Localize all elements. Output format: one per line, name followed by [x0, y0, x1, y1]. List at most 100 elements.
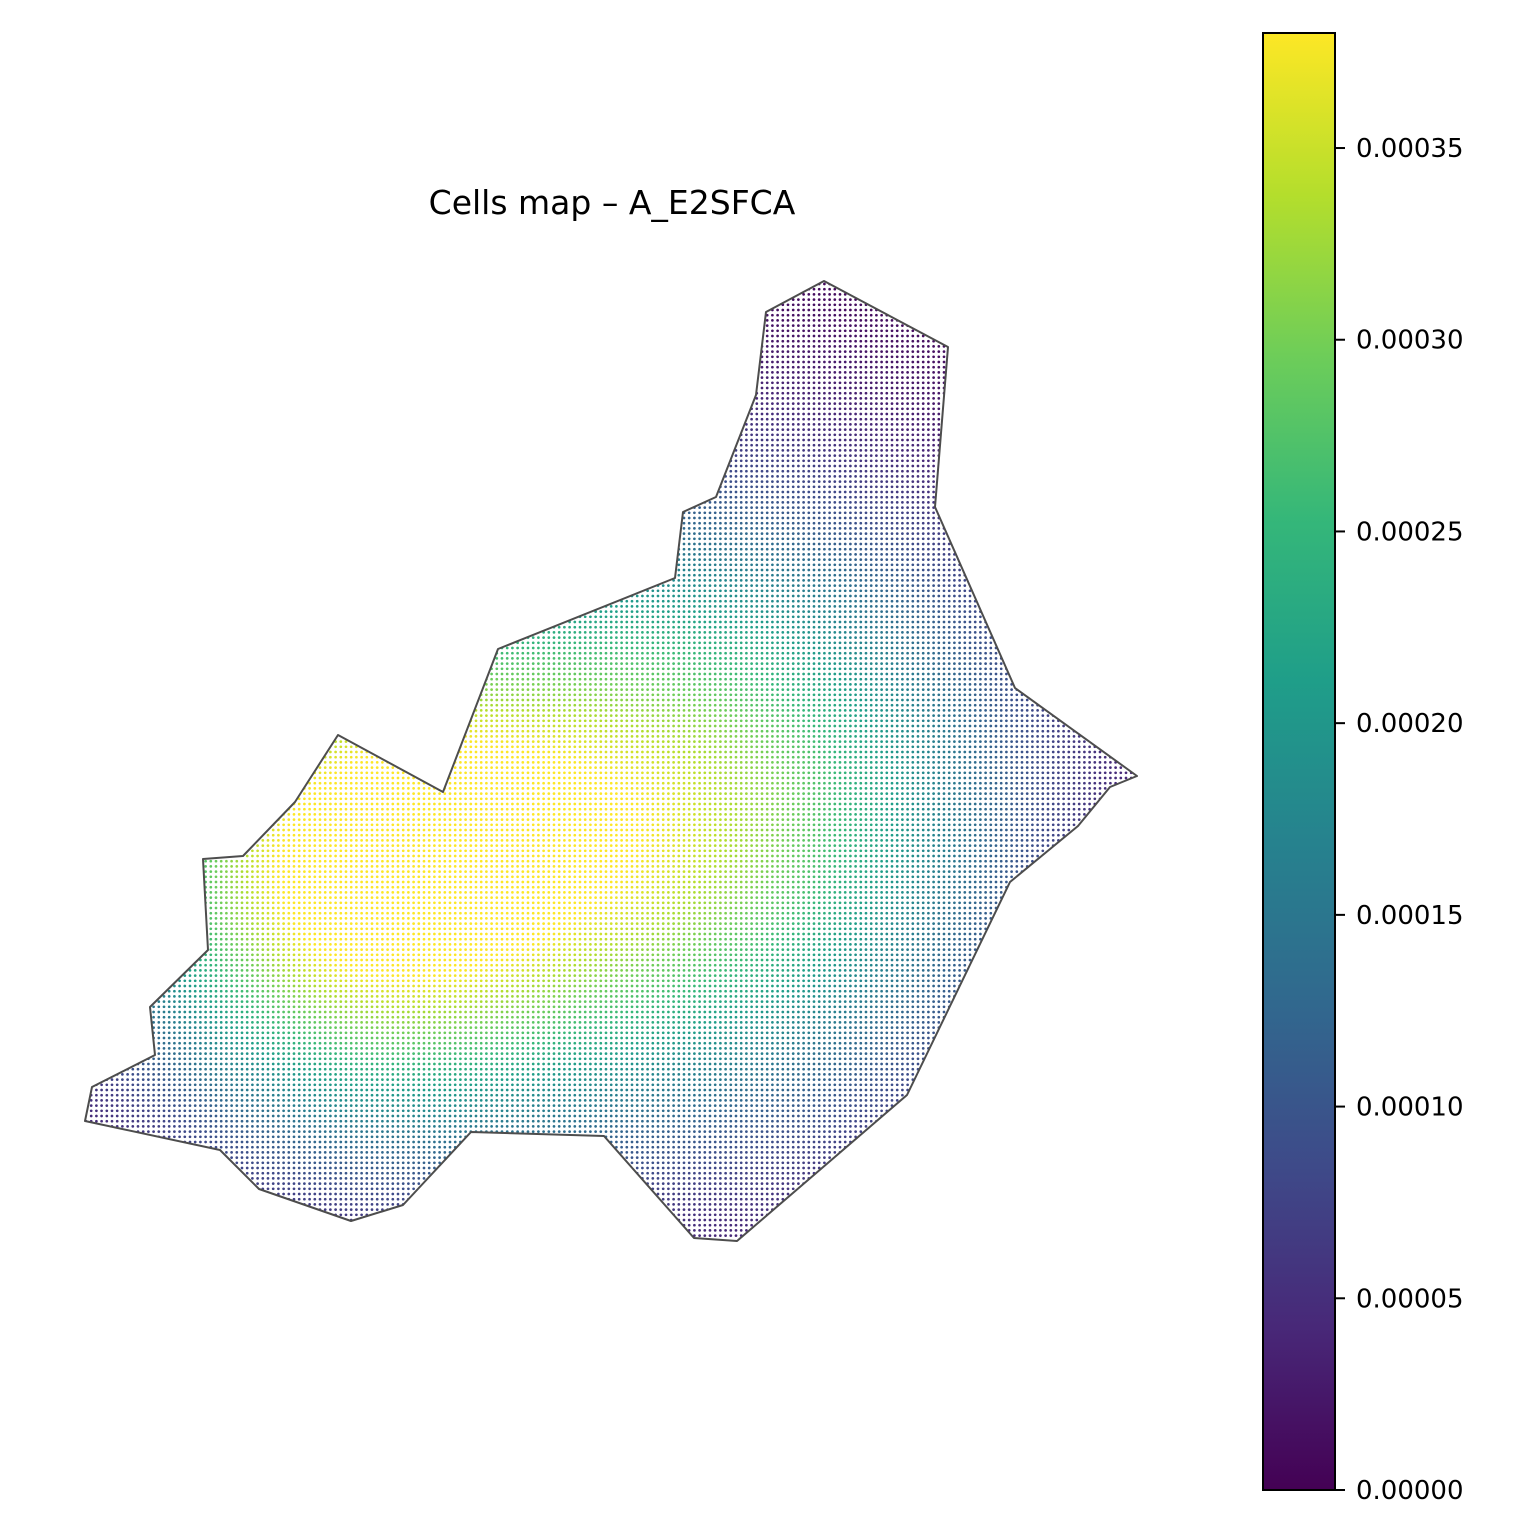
cell [937, 553, 941, 556]
cell [786, 365, 790, 369]
cell [661, 641, 665, 645]
cell [776, 646, 779, 650]
cell [713, 573, 717, 577]
cell [921, 667, 925, 671]
cell [693, 532, 696, 535]
cell [713, 568, 717, 572]
cell [646, 729, 649, 733]
cell [661, 698, 665, 702]
cell [875, 527, 878, 530]
cell [594, 693, 597, 697]
cell [646, 714, 649, 717]
cell [609, 672, 613, 676]
cell [864, 480, 868, 483]
cell [1020, 703, 1024, 707]
cell [921, 542, 925, 546]
cell [734, 688, 738, 691]
cell [937, 527, 941, 530]
cell [557, 672, 561, 676]
cell [1010, 729, 1013, 733]
cell [521, 646, 525, 650]
cell [646, 683, 649, 686]
cell [916, 646, 920, 650]
cell [968, 641, 972, 645]
cell [937, 402, 941, 405]
cell [973, 641, 977, 645]
cell [927, 657, 930, 660]
cell [812, 677, 816, 681]
cell [906, 381, 909, 385]
cell [719, 490, 722, 494]
cell [999, 698, 1003, 702]
cell [927, 537, 930, 541]
cell [838, 313, 842, 317]
cell [807, 693, 811, 697]
cell [786, 615, 790, 619]
cell [791, 454, 795, 457]
cell [859, 532, 863, 535]
cell [734, 558, 738, 561]
cell [895, 475, 899, 478]
cell [921, 605, 925, 608]
cell [786, 620, 790, 624]
cell [573, 719, 577, 723]
cell [609, 688, 613, 691]
cell [869, 537, 873, 541]
cell [859, 376, 863, 379]
cell [708, 558, 712, 561]
cell [942, 360, 946, 364]
cell [687, 589, 691, 593]
cell [604, 625, 608, 629]
cell [672, 631, 675, 634]
cell [947, 703, 951, 707]
cell [823, 485, 826, 489]
cell [781, 459, 785, 463]
cell [677, 599, 681, 603]
cell [838, 631, 842, 634]
cell [937, 719, 941, 723]
cell [620, 688, 623, 691]
cell [843, 563, 847, 567]
cell [937, 703, 941, 707]
cell [630, 620, 634, 624]
cell [812, 287, 816, 291]
cell [823, 501, 826, 504]
cell [973, 662, 977, 665]
cell [703, 646, 707, 650]
cell [703, 537, 707, 541]
cell [771, 615, 774, 619]
cell [745, 703, 748, 707]
cell [864, 345, 868, 348]
cell [890, 573, 894, 577]
cell [687, 667, 691, 671]
cell [916, 620, 920, 624]
cell [687, 532, 691, 535]
cell [802, 449, 805, 452]
cell [1005, 703, 1008, 707]
cell [947, 672, 951, 676]
cell [864, 386, 868, 390]
cell [708, 579, 712, 582]
cell [651, 615, 655, 619]
cell [578, 693, 582, 697]
cell [869, 532, 873, 535]
cell [927, 667, 930, 671]
cell [849, 631, 852, 634]
cell [890, 454, 894, 457]
cell [797, 402, 800, 405]
cell [604, 714, 608, 717]
cell [765, 433, 769, 437]
cell [854, 677, 857, 681]
cell [625, 693, 629, 697]
cell [828, 308, 831, 312]
cell [833, 345, 837, 348]
cell [869, 402, 873, 405]
cell [755, 610, 759, 613]
cell [807, 605, 811, 608]
cell [833, 303, 837, 307]
cell [542, 735, 545, 738]
cell [755, 553, 759, 556]
cell [526, 651, 530, 655]
cell [760, 480, 764, 483]
cell [739, 516, 743, 520]
